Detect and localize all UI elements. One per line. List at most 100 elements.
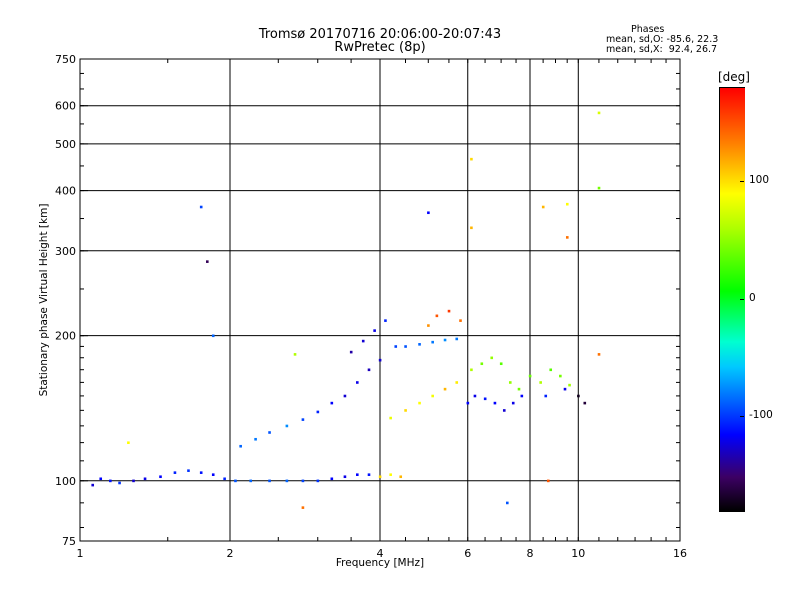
data-point (223, 477, 226, 481)
y-tick-label: 200 (55, 330, 76, 343)
data-point (234, 479, 237, 483)
data-point (293, 353, 297, 356)
x-tick-label: 1 (77, 547, 84, 560)
x-tick-label: 4 (377, 547, 384, 560)
colorbar-tick-mark (740, 298, 744, 300)
data-point (349, 350, 353, 354)
data-point (418, 343, 421, 346)
phases-x-mode-stats: mean, sd,X: 92.4, 26.7 (606, 44, 718, 55)
data-point (597, 111, 601, 115)
y-tick-label: 500 (55, 138, 76, 151)
data-point (577, 394, 580, 398)
data-point (355, 473, 359, 476)
data-point (373, 329, 376, 332)
data-point (431, 340, 434, 344)
data-point (447, 309, 451, 313)
y-tick-label: 100 (55, 475, 76, 488)
x-axis-label: Frequency [MHz] (335, 557, 425, 569)
data-point (211, 473, 215, 476)
data-point (499, 362, 503, 366)
data-point (316, 479, 320, 483)
colorbar-unit-label: [deg] (718, 70, 750, 84)
data-point (343, 475, 347, 479)
phases-annotation-label: Phases (631, 24, 665, 35)
data-point (473, 394, 477, 398)
colorbar-tick-mark (740, 181, 744, 182)
y-axis-label: Stationary phase Virtual Height [km] (38, 203, 50, 397)
x-tick-label: 16 (673, 547, 687, 560)
data-points (91, 111, 601, 509)
data-point (404, 409, 407, 412)
data-point (378, 358, 382, 362)
data-point (443, 387, 447, 391)
data-point (343, 394, 347, 398)
chart-title: Tromsø 20170716 20:06:00-20:07:43 (258, 27, 502, 42)
data-point (132, 479, 135, 483)
phases-o-mode-stats: mean, sd,O: -85.6, 22.3 (606, 34, 719, 45)
data-point (361, 339, 365, 343)
phase-colorbar (719, 87, 745, 512)
data-point (254, 437, 257, 441)
data-point (239, 444, 242, 448)
data-point (597, 186, 601, 190)
y-tick-label: 400 (55, 185, 76, 198)
data-point (301, 479, 305, 483)
data-point (384, 319, 387, 322)
data-point (565, 202, 569, 206)
y-tick-label: 300 (55, 245, 76, 258)
data-point (249, 479, 253, 483)
data-point (546, 479, 550, 483)
data-point (301, 506, 305, 509)
data-point (355, 381, 359, 384)
data-point (568, 383, 571, 387)
y-tick-label: 75 (62, 535, 76, 548)
data-point (455, 381, 459, 384)
data-point (480, 362, 484, 366)
data-point (466, 401, 470, 405)
data-point (418, 401, 421, 405)
chart-subtitle: RwPretec (8p) (334, 40, 426, 55)
data-point (173, 471, 177, 474)
data-point (211, 334, 215, 338)
data-point (91, 483, 95, 487)
y-tick-label: 750 (55, 53, 76, 66)
data-point (508, 381, 512, 384)
x-tick-label: 8 (527, 547, 534, 560)
data-point (268, 431, 271, 434)
x-tick-label: 6 (464, 547, 471, 560)
data-point (199, 471, 203, 474)
data-point (459, 319, 462, 322)
data-point (404, 345, 407, 348)
data-point (559, 374, 562, 378)
data-point (502, 409, 506, 412)
data-point (431, 394, 434, 398)
data-point (427, 211, 430, 215)
data-point (330, 477, 334, 481)
data-point (483, 397, 487, 401)
data-point (549, 368, 553, 372)
data-point (187, 469, 190, 472)
data-point (528, 374, 532, 378)
data-point (316, 410, 320, 414)
data-point (378, 475, 382, 479)
data-point (517, 387, 521, 391)
x-tick-label: 2 (227, 547, 234, 560)
data-point (541, 205, 545, 209)
data-point (159, 475, 162, 479)
data-point (565, 236, 569, 239)
data-point (268, 479, 271, 483)
data-point (539, 381, 542, 384)
data-point (330, 401, 334, 405)
colorbar-tick-label: -100 (749, 409, 773, 421)
data-point (470, 157, 473, 161)
data-point (505, 501, 509, 505)
data-point (367, 368, 371, 372)
data-point (511, 401, 515, 405)
colorbar-tick-label: 0 (749, 291, 756, 304)
data-point (563, 387, 567, 391)
data-point (99, 477, 103, 481)
data-point (427, 324, 430, 327)
data-point (205, 260, 209, 263)
data-point (389, 473, 392, 476)
